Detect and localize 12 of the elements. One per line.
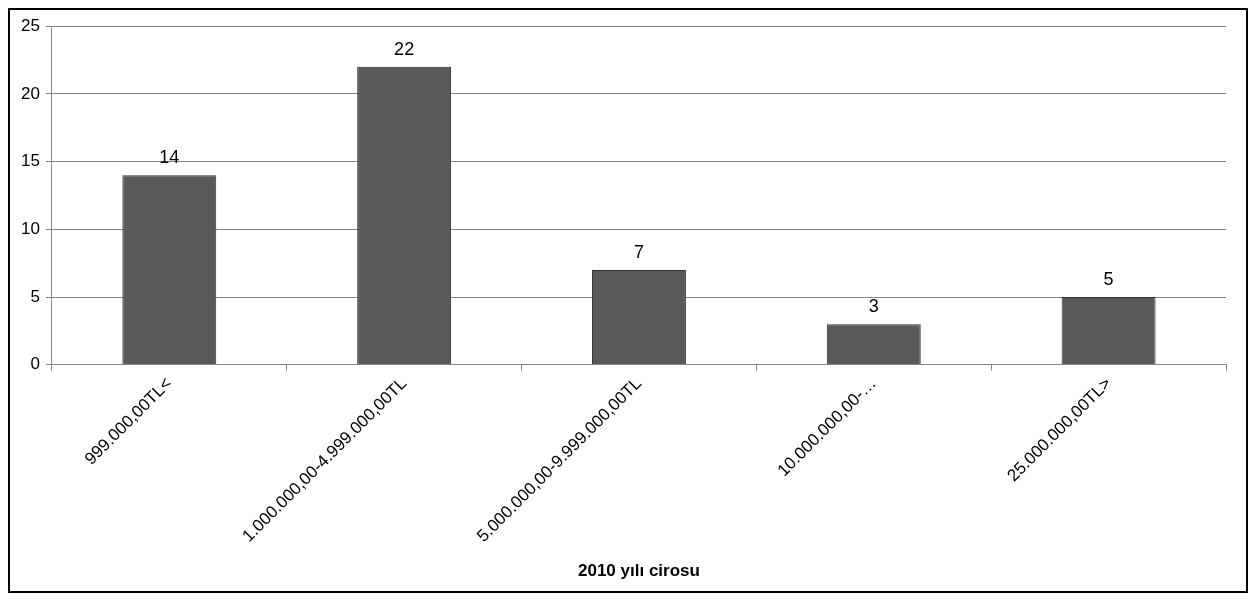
data-label: 3 xyxy=(868,296,879,317)
data-label: 5 xyxy=(1103,269,1114,290)
data-label: 14 xyxy=(159,147,180,168)
y-tick-label: 10 xyxy=(20,219,40,239)
data-label: 22 xyxy=(394,38,415,59)
data-label: 7 xyxy=(633,241,644,262)
y-tick-label: 25 xyxy=(20,15,40,35)
x-axis-title: 2010 yılı cirosu xyxy=(578,561,700,581)
y-tick-label: 0 xyxy=(30,354,40,374)
y-tick-label: 5 xyxy=(30,286,40,306)
y-tick-label: 20 xyxy=(20,83,40,103)
y-tick-label: 15 xyxy=(20,151,40,171)
